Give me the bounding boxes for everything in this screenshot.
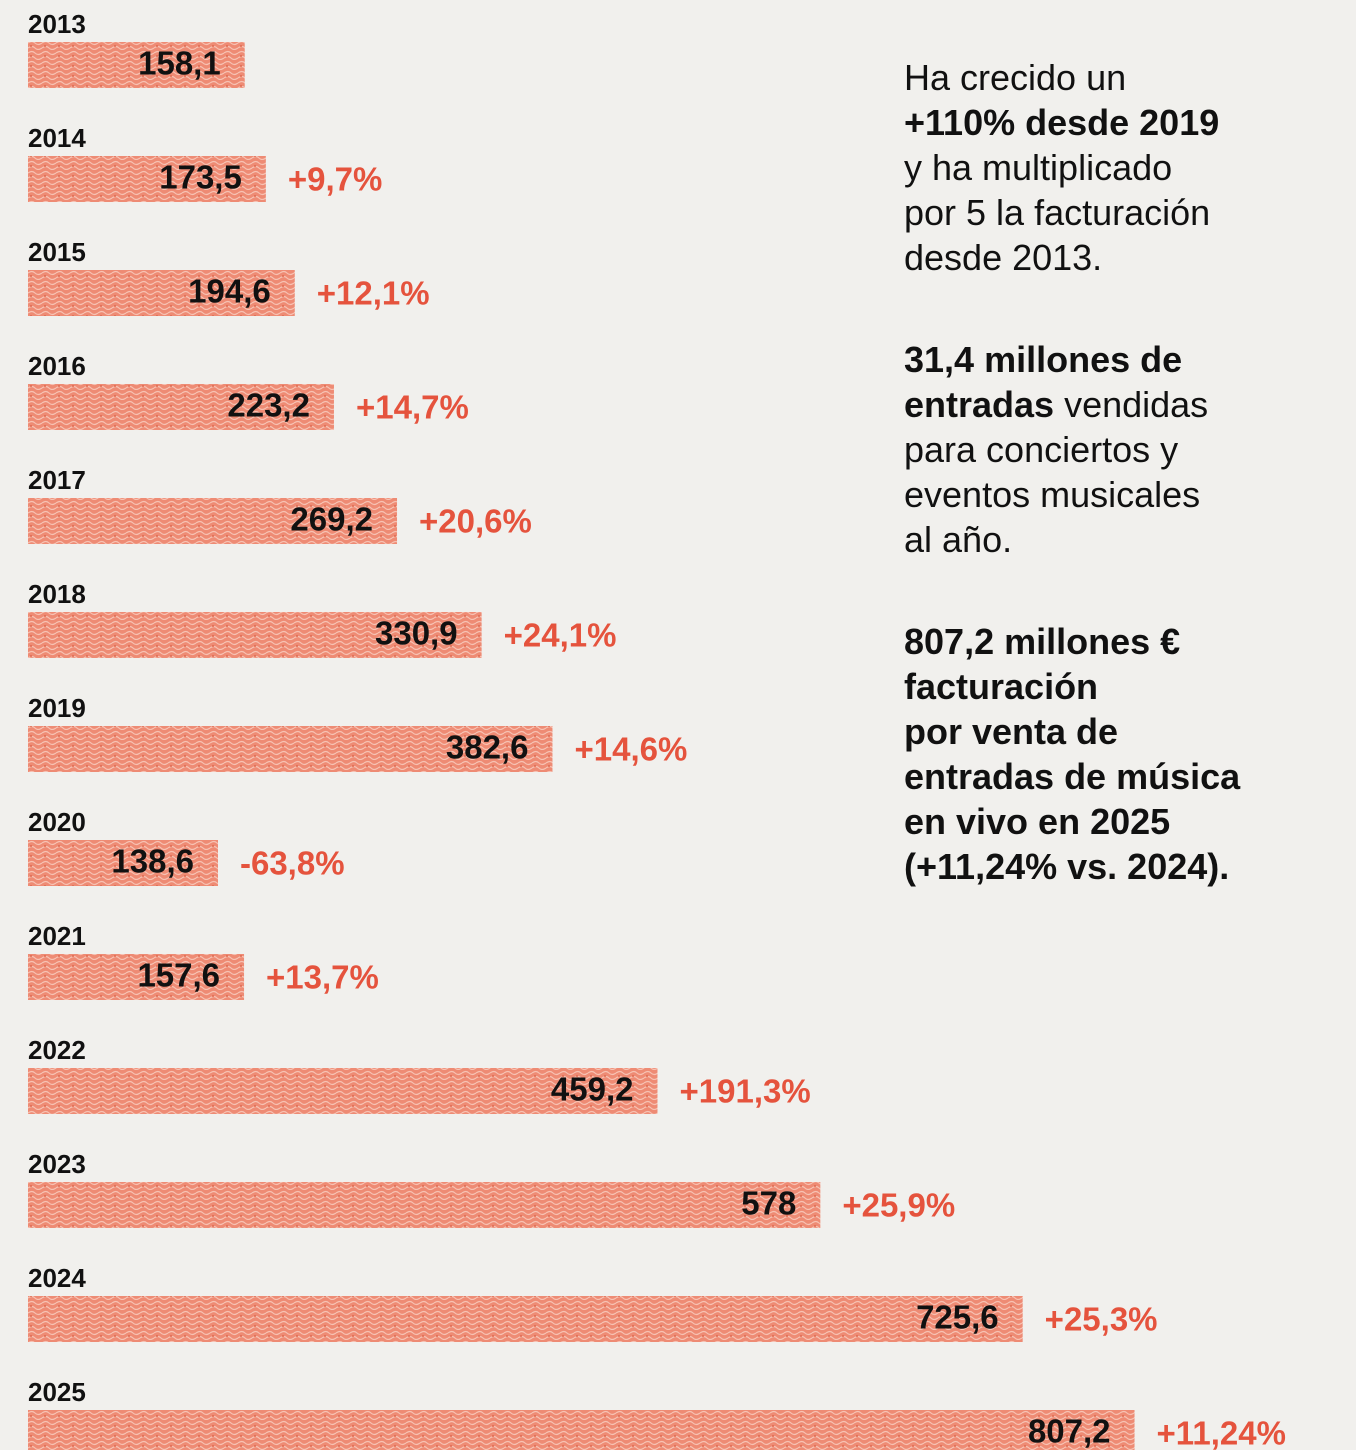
note-text: entradas de música (904, 756, 1241, 797)
change-label: +25,3% (1045, 1301, 1158, 1338)
bar (28, 270, 295, 316)
note-text: Ha crecido un (904, 57, 1127, 98)
bar (28, 42, 245, 88)
bar (28, 384, 334, 430)
year-label: 2022 (28, 1035, 86, 1065)
note-line: por venta de (904, 709, 1240, 754)
note-paragraph: 31,4 millones de entradas vendidas para co… (904, 337, 1240, 562)
note-line: por 5 la facturación (904, 190, 1240, 235)
value-label: 158,1 (138, 45, 221, 82)
note-text: al año. (904, 519, 1013, 560)
note-text: vendidas (1054, 384, 1209, 425)
value-label: 157,6 (137, 957, 220, 994)
change-label: +9,7% (288, 161, 383, 198)
change-label: +25,9% (842, 1187, 955, 1224)
notes: Ha crecido un +110% desde 2019 y ha multip… (904, 55, 1240, 946)
note-text: +110% desde 2019 (904, 102, 1220, 143)
bar (28, 612, 482, 658)
bar (28, 840, 218, 886)
year-label: 2015 (28, 237, 86, 267)
note-text: 31,4 millones de (904, 339, 1183, 380)
note-text: (+11,24% vs. 2024). (904, 846, 1230, 887)
value-label: 382,6 (446, 729, 529, 766)
bar (28, 156, 266, 202)
year-label: 2020 (28, 807, 86, 837)
note-line: en vivo en 2025 (904, 799, 1240, 844)
value-label: 194,6 (188, 273, 271, 310)
note-line: 807,2 millones € (904, 619, 1240, 664)
change-label: +14,7% (356, 389, 469, 426)
note-line: eventos musicales (904, 472, 1240, 517)
change-label: +14,6% (574, 731, 687, 768)
note-text: para conciertos y (904, 429, 1179, 470)
note-text: 807,2 millones € (904, 621, 1181, 662)
change-label: +11,24% (1157, 1415, 1286, 1450)
value-label: 725,6 (916, 1299, 999, 1336)
value-label: 138,6 (111, 843, 194, 880)
note-line: para conciertos y (904, 427, 1240, 472)
bar (28, 1182, 821, 1228)
note-paragraph: 807,2 millones € facturación por venta de e… (904, 619, 1240, 889)
value-label: 807,2 (1028, 1413, 1111, 1450)
note-line: y ha multiplicado (904, 145, 1240, 190)
note-line: facturación (904, 664, 1240, 709)
value-label: 173,5 (159, 159, 242, 196)
note-line: (+11,24% vs. 2024). (904, 844, 1240, 889)
bar (28, 726, 553, 772)
note-text: y ha multiplicado (904, 147, 1173, 188)
value-label: 578 (741, 1185, 796, 1222)
value-label: 223,2 (227, 387, 310, 424)
note-text: entradas (904, 384, 1055, 425)
value-label: 459,2 (551, 1071, 634, 1108)
value-label: 269,2 (290, 501, 373, 538)
note-text: por venta de (904, 711, 1119, 752)
year-label: 2025 (28, 1377, 86, 1407)
note-line: desde 2013. (904, 235, 1240, 280)
year-label: 2024 (28, 1263, 86, 1293)
year-label: 2018 (28, 579, 86, 609)
year-label: 2021 (28, 921, 86, 951)
note-text: facturación (904, 666, 1099, 707)
note-line: 31,4 millones de (904, 337, 1240, 382)
note-paragraph: Ha crecido un +110% desde 2019 y ha multip… (904, 55, 1240, 280)
year-label: 2014 (28, 123, 86, 153)
bar (28, 954, 245, 1000)
bar (28, 1296, 1023, 1342)
change-label: -63,8% (240, 845, 345, 882)
note-line: entradas vendidas (904, 382, 1240, 427)
value-label: 330,9 (375, 615, 458, 652)
change-label: +191,3% (679, 1073, 810, 1110)
note-text: en vivo en 2025 (904, 801, 1171, 842)
bar (28, 1068, 658, 1114)
note-line: +110% desde 2019 (904, 100, 1240, 145)
change-label: +12,1% (317, 275, 430, 312)
bar (28, 498, 398, 544)
note-text: desde 2013. (904, 237, 1103, 278)
note-line: al año. (904, 517, 1240, 562)
note-line: Ha crecido un (904, 55, 1240, 100)
year-label: 2023 (28, 1149, 86, 1179)
note-text: eventos musicales (904, 474, 1201, 515)
change-label: +24,1% (504, 617, 617, 654)
year-label: 2017 (28, 465, 86, 495)
note-line: entradas de música (904, 754, 1240, 799)
note-text: por 5 la facturación (904, 192, 1211, 233)
change-label: +13,7% (266, 959, 379, 996)
year-label: 2019 (28, 693, 86, 723)
year-label: 2013 (28, 9, 86, 39)
bar (28, 1410, 1135, 1450)
change-label: +20,6% (419, 503, 532, 540)
year-label: 2016 (28, 351, 86, 381)
